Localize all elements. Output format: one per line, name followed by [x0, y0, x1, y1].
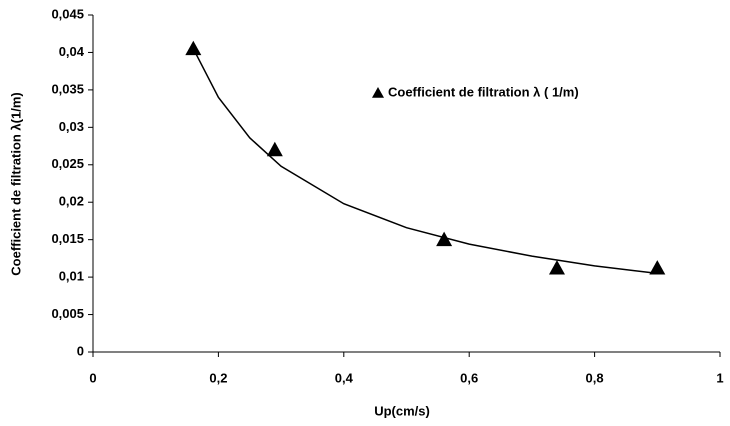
- y-tick-label: 0,035: [51, 81, 84, 96]
- point: [185, 40, 202, 56]
- legend-marker: [372, 87, 384, 98]
- x-axis-title: Up(cm/s): [374, 403, 430, 418]
- y-tick-label: 0,03: [59, 119, 84, 134]
- x-tick-label: 0,4: [335, 370, 354, 385]
- point: [436, 231, 453, 247]
- y-tick-label: 0,02: [59, 194, 84, 209]
- x-tick-label: 0,8: [586, 370, 604, 385]
- y-tick-label: 0,025: [51, 156, 84, 171]
- legend-label: Coefficient de filtration λ ( 1/m): [388, 84, 579, 99]
- y-tick-label: 0,005: [51, 306, 84, 321]
- point: [266, 141, 283, 157]
- x-tick-label: 1: [716, 370, 723, 385]
- point: [649, 260, 666, 275]
- y-tick-label: 0,045: [51, 6, 84, 21]
- y-tick-label: 0: [77, 343, 84, 358]
- x-tick-label: 0: [89, 370, 96, 385]
- y-tick-label: 0,04: [59, 44, 85, 59]
- x-tick-label: 0,2: [209, 370, 227, 385]
- trend-line: [192, 48, 658, 275]
- x-tick-label: 0,6: [460, 370, 478, 385]
- y-tick-label: 0,015: [51, 231, 84, 246]
- y-axis-title: Coefficient de filtration λ(1/m): [8, 92, 23, 275]
- y-tick-label: 0,01: [59, 269, 84, 284]
- point: [548, 260, 565, 275]
